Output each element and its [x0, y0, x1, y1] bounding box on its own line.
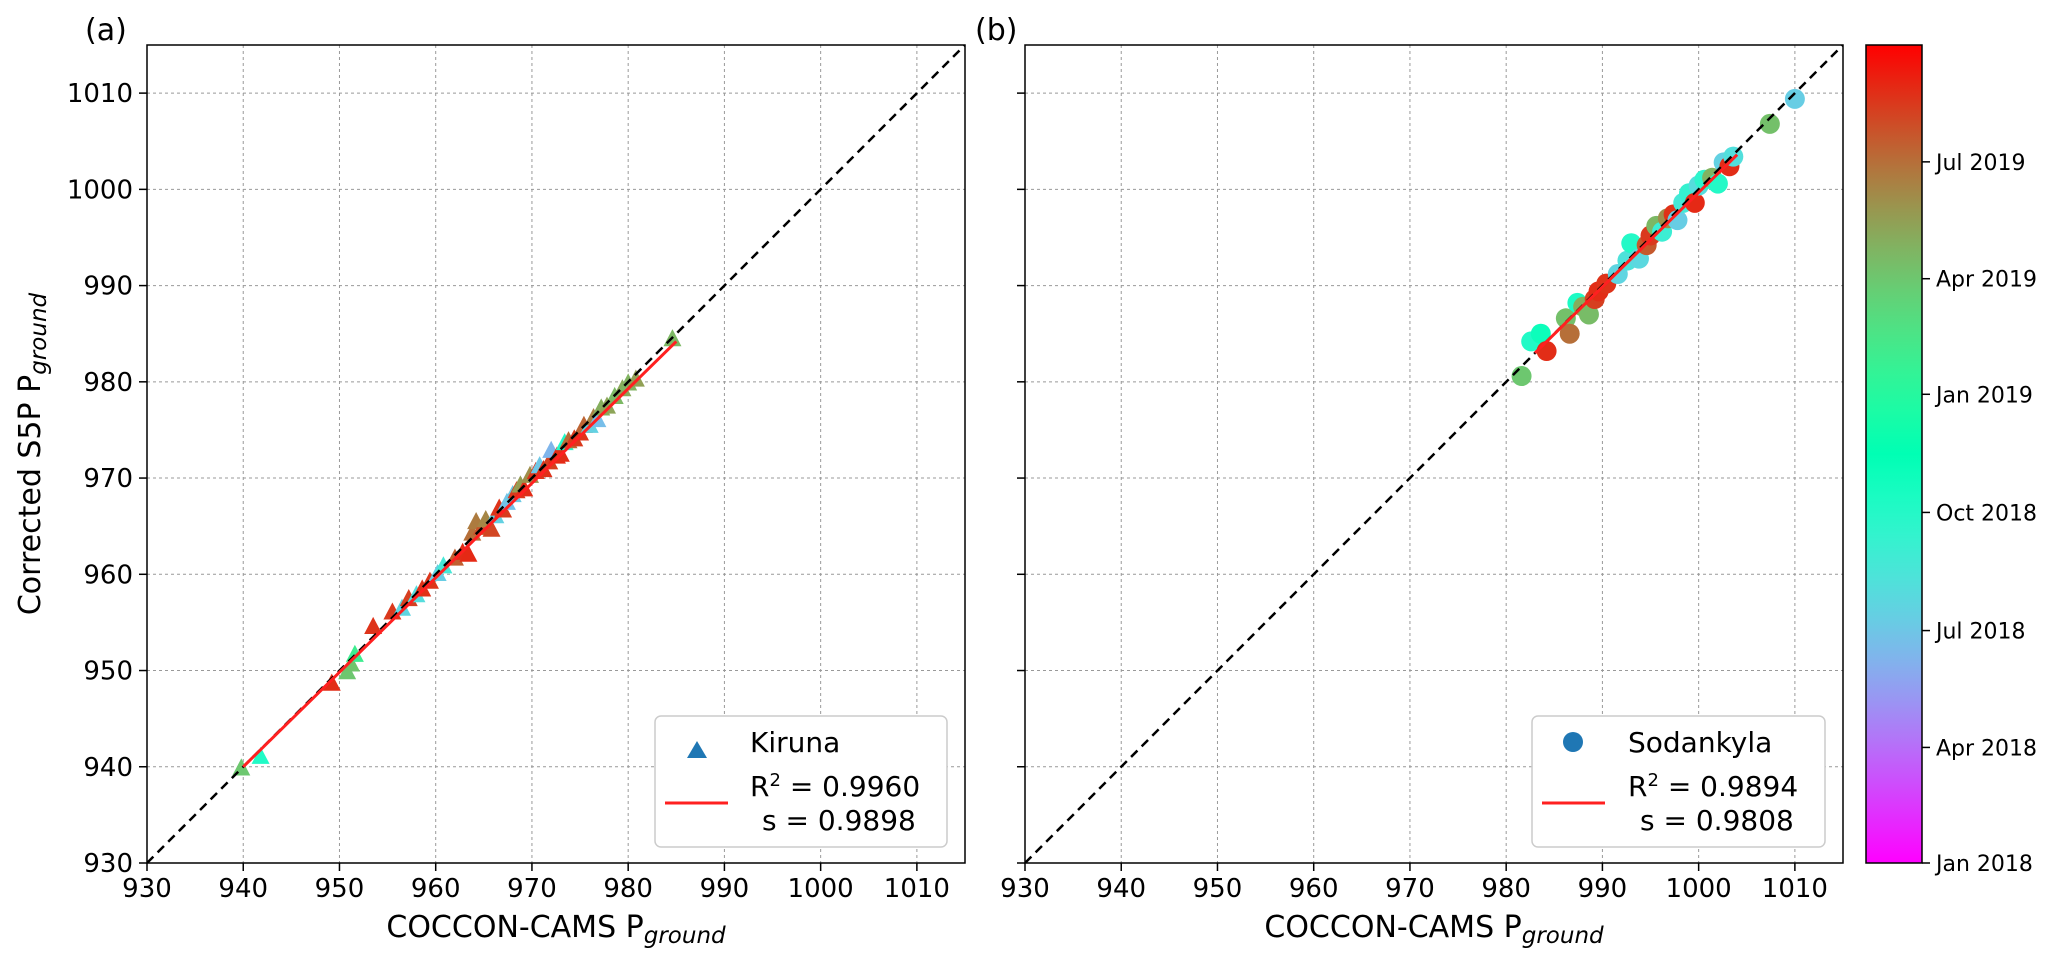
data-point [1784, 88, 1805, 109]
panel-b-frame [1024, 44, 1844, 864]
panel-b: (b) 930 940 950 960 970 980 990 1000 1010 COCCON… [975, 13, 1844, 949]
y-tick-label: 950 [83, 657, 133, 687]
legend-series-label: Kiruna [750, 726, 840, 759]
colorbar-tick-label: Jan 2019 [1934, 383, 2033, 408]
legend-triangle-marker [687, 741, 707, 758]
panel-b-xlabel: COCCON-CAMS Pground [1264, 910, 1604, 949]
fit-line [1533, 153, 1739, 355]
data-point [1530, 323, 1551, 344]
x-tick-label: 940 [218, 874, 268, 904]
panel-b-legend: Sodankyla R2 = 0.9894 s = 0.9808 [1531, 715, 1826, 848]
x-tick-label: 950 [1193, 874, 1243, 904]
y-tick-label: 930 [83, 849, 133, 879]
y-tick-label: 940 [83, 753, 133, 783]
data-point [232, 758, 251, 776]
panel-a-legend: Kiruna R2 = 0.9960 s = 0.9898 [654, 715, 948, 848]
panel-a-xlabel: COCCON-CAMS Pground [386, 910, 726, 949]
panel-a-frame [146, 44, 966, 864]
y-tick-label: 990 [83, 272, 133, 302]
panel-a-grid [146, 45, 965, 864]
data-point [322, 673, 341, 691]
colorbar: Jan 2018 Apr 2018 Jul 2018 Oct 2018 Jan 2019… [1865, 44, 2037, 877]
legend-slope: s = 0.9898 [762, 804, 916, 837]
data-point [1621, 233, 1642, 254]
legend-circle-marker [1563, 732, 1583, 752]
data-point [482, 519, 501, 537]
x-tick-label: 1000 [788, 874, 854, 904]
data-point [251, 746, 270, 764]
x-tick-label: 960 [1289, 874, 1339, 904]
legend-r2: R2 = 0.9894 [1628, 770, 1798, 804]
data-point [364, 616, 383, 634]
panel-a-lines [147, 45, 965, 863]
y-tick-label: 980 [83, 368, 133, 398]
x-tick-label: 980 [1481, 874, 1531, 904]
x-tick-label: 990 [700, 874, 750, 904]
colorbar-tick-label: Apr 2018 [1936, 736, 2037, 761]
data-point [459, 544, 478, 562]
colorbar-tick-label: Jul 2018 [1934, 620, 2026, 645]
identity-line [1025, 45, 1843, 863]
y-tick-label: 1010 [67, 79, 133, 109]
x-tick-label: 1000 [1666, 874, 1732, 904]
x-tick-label: 950 [315, 874, 365, 904]
fit-line [242, 340, 678, 768]
data-point [515, 479, 534, 497]
x-tick-label: 1010 [884, 874, 950, 904]
panel-b-ticks: 930 940 950 960 970 980 990 1000 1010 [1000, 92, 1828, 904]
legend-r2: R2 = 0.9960 [750, 770, 920, 804]
data-point [1555, 308, 1576, 329]
legend-box [1531, 715, 1826, 848]
data-point [434, 556, 453, 574]
x-tick-label: 940 [1096, 874, 1146, 904]
y-tick-label: 1000 [67, 175, 133, 205]
colorbar-gradient [1865, 44, 1923, 864]
data-point [626, 369, 645, 387]
x-tick-label: 970 [1385, 874, 1435, 904]
panel-a-ylabel: Corrected S5P Pground [13, 292, 52, 615]
colorbar-tick-label: Apr 2019 [1936, 268, 2037, 293]
data-point [1578, 304, 1599, 325]
data-point [345, 644, 364, 662]
panel-b-points [1511, 88, 1805, 387]
panel-a-label: (a) [85, 13, 127, 48]
colorbar-tick-label: Jul 2019 [1934, 151, 2026, 176]
colorbar-tick-label: Oct 2018 [1936, 501, 2037, 526]
x-tick-label: 980 [603, 874, 653, 904]
x-tick-label: 970 [507, 874, 557, 904]
data-point [1759, 113, 1780, 134]
identity-line [147, 45, 965, 863]
panel-b-label: (b) [975, 13, 1017, 48]
x-tick-label: 990 [1578, 874, 1628, 904]
legend-box [654, 715, 948, 848]
y-tick-label: 960 [83, 560, 133, 590]
colorbar-ticks: Jan 2018 Apr 2018 Jul 2018 Oct 2018 Jan 2019… [1922, 151, 2037, 877]
x-tick-label: 960 [411, 874, 461, 904]
y-tick-label: 970 [83, 464, 133, 494]
legend-series-label: Sodankyla [1628, 726, 1772, 759]
legend-slope: s = 0.9808 [1640, 804, 1794, 837]
data-point [1511, 366, 1532, 387]
x-tick-label: 1010 [1762, 874, 1828, 904]
data-point [1536, 341, 1557, 362]
data-point [598, 396, 617, 414]
panel-b-lines [1025, 45, 1843, 863]
x-tick-label: 930 [1000, 874, 1050, 904]
x-tick-label: 930 [122, 874, 172, 904]
data-point [1707, 173, 1728, 194]
data-point [1684, 192, 1705, 213]
data-point [1559, 323, 1580, 344]
colorbar-tick-label: Jan 2018 [1934, 852, 2033, 877]
